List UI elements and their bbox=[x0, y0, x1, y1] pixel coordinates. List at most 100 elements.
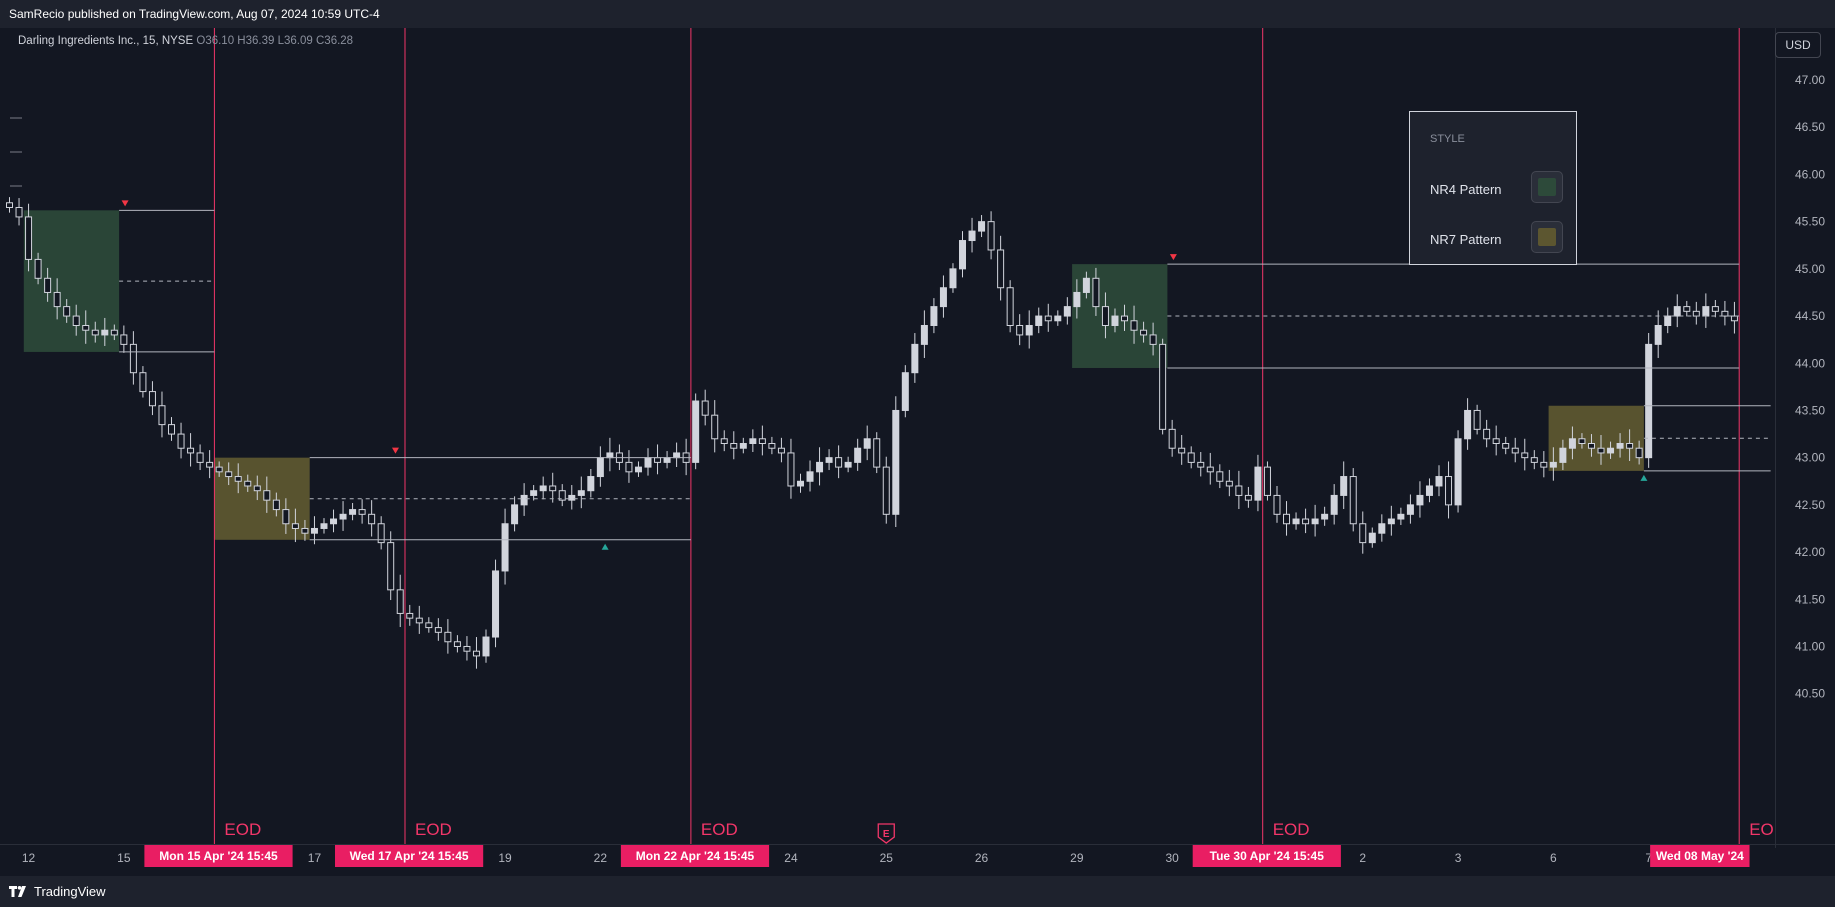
down-arrow-icon bbox=[391, 447, 399, 454]
candle-body bbox=[1454, 438, 1462, 506]
tradingview-logo-icon bbox=[9, 885, 26, 897]
candle-body bbox=[816, 461, 824, 473]
candle-body bbox=[1540, 461, 1548, 468]
style-header: STYLE bbox=[1430, 133, 1465, 145]
candle-body bbox=[968, 230, 976, 242]
close-value: 36.28 bbox=[324, 35, 354, 47]
candle-body bbox=[1225, 480, 1233, 487]
eod-time-tag bbox=[334, 845, 484, 867]
time-tick-label: 12 bbox=[22, 851, 36, 865]
eod-time-tag bbox=[620, 845, 770, 867]
candle-body bbox=[758, 438, 766, 445]
candle-body bbox=[1121, 315, 1129, 322]
candle-body bbox=[187, 447, 195, 454]
candle-body bbox=[1140, 329, 1148, 336]
nr7-color-chip bbox=[1538, 228, 1556, 246]
nr7-color-swatch[interactable] bbox=[1531, 221, 1563, 253]
symbol-name: Darling Ingredients Inc., 15, NYSE bbox=[18, 35, 194, 47]
eod-time-tag bbox=[1192, 845, 1341, 867]
time-axis: 12 15 17 19 22 24 25 26 29 30 2 3 6 7 E Mon 15 Apr '24 … bbox=[0, 823, 1835, 867]
candle-body bbox=[1235, 485, 1243, 496]
candle-body bbox=[168, 424, 176, 435]
eod-time-tag bbox=[144, 845, 293, 867]
symbol-legend[interactable]: Darling Ingredients Inc., 15, NYSE O36.1… bbox=[18, 35, 353, 47]
nr4-color-swatch[interactable] bbox=[1531, 171, 1563, 203]
candle-body bbox=[673, 452, 681, 459]
left-edge-marks bbox=[10, 117, 22, 187]
candle-body bbox=[644, 457, 652, 468]
candle-body bbox=[63, 306, 71, 317]
candle-body bbox=[882, 466, 890, 515]
candle-body bbox=[1206, 466, 1214, 473]
candle-body bbox=[1340, 476, 1348, 496]
time-tick-label: 2 bbox=[1359, 851, 1366, 865]
candle-body bbox=[1654, 324, 1662, 345]
candle-body bbox=[453, 641, 461, 647]
candle-body bbox=[72, 315, 80, 326]
candle-body bbox=[206, 461, 214, 468]
price-tick-label: 45.00 bbox=[1795, 262, 1825, 276]
candle-body bbox=[930, 306, 938, 326]
candle-body bbox=[1464, 409, 1472, 440]
price-tick-label: 46.00 bbox=[1795, 167, 1825, 181]
tradingview-brand[interactable]: TradingView bbox=[9, 876, 106, 907]
candle-body bbox=[120, 334, 128, 345]
candle-body bbox=[34, 258, 42, 279]
pattern-arrows bbox=[121, 200, 1648, 550]
candle-body bbox=[396, 589, 404, 614]
candle-body bbox=[949, 268, 957, 289]
candle-body bbox=[539, 485, 547, 492]
candle-body bbox=[549, 485, 557, 492]
candle-body bbox=[1044, 315, 1052, 322]
candle-body bbox=[1092, 277, 1100, 308]
candle-body bbox=[787, 452, 795, 487]
candle-body bbox=[53, 291, 61, 308]
candle-body bbox=[1483, 428, 1491, 440]
nr4-pattern-label: NR4 Pattern bbox=[1430, 182, 1502, 197]
candle-body bbox=[434, 627, 442, 633]
candle-body bbox=[1587, 443, 1595, 449]
candle-body bbox=[282, 509, 290, 525]
nr7-pattern-label: NR7 Pattern bbox=[1430, 232, 1502, 247]
time-tick-label: 30 bbox=[1165, 851, 1179, 865]
candle-body bbox=[1664, 315, 1672, 326]
candle-body bbox=[482, 636, 490, 657]
candle-body bbox=[158, 405, 166, 426]
low-label: L bbox=[277, 35, 284, 47]
candle-body bbox=[387, 542, 395, 591]
candle-body bbox=[253, 485, 261, 492]
candle-body bbox=[1054, 315, 1062, 322]
candle-body bbox=[1607, 447, 1615, 454]
candle-body bbox=[1368, 532, 1376, 544]
candle-body bbox=[835, 457, 843, 468]
time-tick-label: 3 bbox=[1455, 851, 1462, 865]
candle-body bbox=[15, 206, 23, 218]
candle-body bbox=[1416, 494, 1424, 506]
candle-body bbox=[91, 329, 99, 336]
candle-body bbox=[987, 221, 995, 251]
candle-body bbox=[225, 471, 233, 478]
brand-label: TradingView bbox=[34, 884, 106, 899]
candle-body bbox=[730, 443, 738, 449]
candle-body bbox=[1254, 466, 1262, 501]
candle-body bbox=[1035, 315, 1043, 326]
candle-body bbox=[320, 523, 328, 529]
footer-bar: TradingView bbox=[0, 876, 1835, 907]
candle-body bbox=[978, 221, 986, 232]
candle-body bbox=[1626, 443, 1634, 449]
price-chart[interactable]: EOD EOD EOD EOD EOD 47.0046.5046.0045.5045.0… bbox=[0, 28, 1835, 876]
candle-body bbox=[939, 287, 947, 308]
candle-body bbox=[796, 480, 804, 487]
candle-body bbox=[492, 570, 500, 638]
low-value: 36.09 bbox=[284, 35, 313, 47]
candle-body bbox=[1502, 443, 1510, 449]
candle-body bbox=[901, 372, 909, 411]
down-arrow-icon bbox=[121, 200, 129, 207]
candle-body bbox=[463, 645, 471, 652]
candle-body bbox=[1511, 447, 1519, 454]
candle-body bbox=[1321, 513, 1329, 520]
candle-body bbox=[291, 523, 299, 529]
currency-button[interactable]: USD bbox=[1775, 32, 1821, 58]
candle-body bbox=[1673, 306, 1681, 317]
eod-time-tag-label: Mon 22 Apr '24 15:45 bbox=[636, 849, 755, 863]
